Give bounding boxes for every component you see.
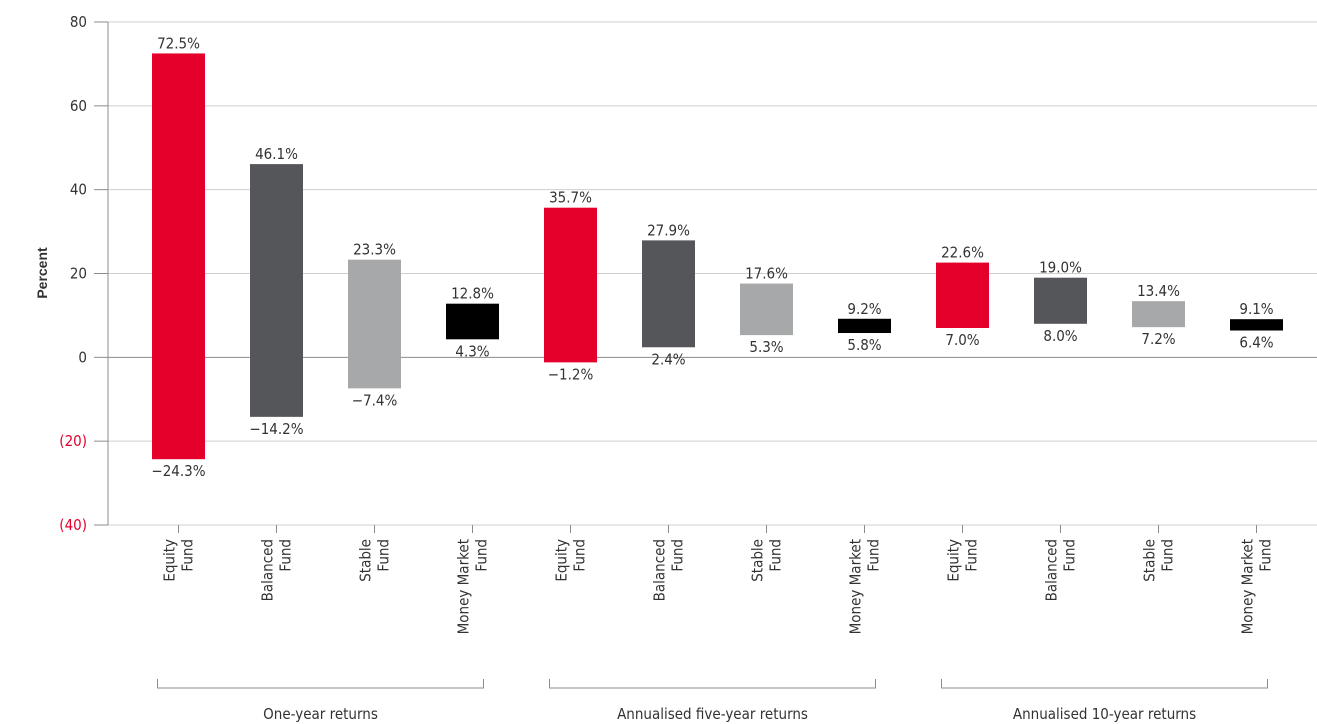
- bar: [936, 262, 989, 328]
- category-label: Stable: [749, 539, 767, 582]
- bar: [348, 259, 401, 389]
- low-value-label: 6.4%: [1239, 334, 1273, 352]
- high-value-label: 9.1%: [1239, 300, 1273, 318]
- y-tick-label: (40): [59, 516, 87, 534]
- bar: [544, 207, 597, 363]
- high-value-label: 13.4%: [1137, 282, 1180, 300]
- category-label: Fund: [473, 539, 491, 572]
- bar: [740, 283, 793, 336]
- low-value-label: −1.2%: [548, 365, 594, 383]
- y-axis: 80 60 40 20 0 (20) (40): [59, 13, 109, 534]
- y-tick-label: 20: [70, 265, 87, 283]
- category-label: Fund: [865, 539, 883, 572]
- gridlines: [108, 21, 1317, 526]
- bar: [838, 318, 891, 334]
- group-bracket: [941, 679, 1268, 689]
- category-label: Money Market: [1239, 539, 1257, 634]
- low-value-label: −14.2%: [249, 420, 303, 438]
- category-label: Fund: [375, 539, 393, 572]
- category-label: Stable: [357, 539, 375, 582]
- category-label: Money Market: [847, 539, 865, 634]
- category-label: Fund: [1257, 539, 1275, 572]
- bar: [642, 240, 695, 348]
- category-label: Fund: [277, 539, 295, 572]
- high-value-label: 72.5%: [157, 34, 200, 52]
- group-bracket: [157, 679, 484, 689]
- high-value-label: 17.6%: [745, 265, 788, 283]
- y-tick-label: 80: [70, 13, 87, 31]
- category-label: Fund: [669, 539, 687, 572]
- group-label: Annualised 10-year returns: [1013, 705, 1196, 723]
- bar: [1230, 319, 1283, 331]
- category-label: Money Market: [455, 539, 473, 634]
- high-value-label: 19.0%: [1039, 259, 1082, 277]
- high-value-label: 23.3%: [353, 241, 396, 259]
- high-value-label: 9.2%: [847, 300, 881, 318]
- high-value-label: 46.1%: [255, 145, 298, 163]
- group-brackets: One-year returns Annualised five-year ret…: [157, 679, 1268, 723]
- group-label: Annualised five-year returns: [617, 705, 808, 723]
- category-label: Equity: [161, 539, 179, 582]
- bar: [1132, 301, 1185, 328]
- category-label: Balanced: [1043, 539, 1061, 601]
- low-value-label: 4.3%: [455, 342, 489, 360]
- high-value-label: 22.6%: [941, 244, 984, 262]
- category-label: Balanced: [259, 539, 277, 601]
- low-value-label: −24.3%: [151, 462, 205, 480]
- group-label: One-year returns: [263, 705, 378, 723]
- category-label: Fund: [963, 539, 981, 572]
- bar: [152, 53, 205, 460]
- category-label: Equity: [553, 539, 571, 582]
- value-labels: 72.5% −24.3% 46.1% −14.2% 23.3% −7.4% 12.8% 4.3…: [151, 34, 1273, 480]
- category-label: Stable: [1141, 539, 1159, 582]
- low-value-label: −7.4%: [352, 391, 398, 409]
- low-value-label: 5.3%: [749, 338, 783, 356]
- low-value-label: 5.8%: [847, 336, 881, 354]
- bar: [1034, 277, 1087, 324]
- category-label: Balanced: [651, 539, 669, 601]
- high-value-label: 27.9%: [647, 221, 690, 239]
- y-tick-label: 0: [78, 348, 87, 366]
- category-label: Fund: [767, 539, 785, 572]
- low-value-label: 7.2%: [1141, 330, 1175, 348]
- category-label: Fund: [1061, 539, 1079, 572]
- category-label: Fund: [179, 539, 197, 572]
- y-tick-label: 60: [70, 97, 87, 115]
- category-label: Equity: [945, 539, 963, 582]
- high-value-label: 35.7%: [549, 189, 592, 207]
- low-value-label: 7.0%: [945, 331, 979, 349]
- y-tick-label: 40: [70, 181, 87, 199]
- category-label: Fund: [1159, 539, 1177, 572]
- bars: [152, 53, 1283, 460]
- y-axis-title: Percent: [34, 247, 50, 299]
- bar: [446, 303, 499, 340]
- low-value-label: 8.0%: [1043, 327, 1077, 345]
- bar: [250, 164, 303, 417]
- group-bracket: [549, 679, 876, 689]
- category-label: Fund: [571, 539, 589, 572]
- y-tick-label: (20): [59, 432, 87, 450]
- high-value-label: 12.8%: [451, 285, 494, 303]
- low-value-label: 2.4%: [651, 350, 685, 368]
- category-labels: Equity Fund Balanced Fund Stable Fund Money Ma…: [161, 525, 1275, 634]
